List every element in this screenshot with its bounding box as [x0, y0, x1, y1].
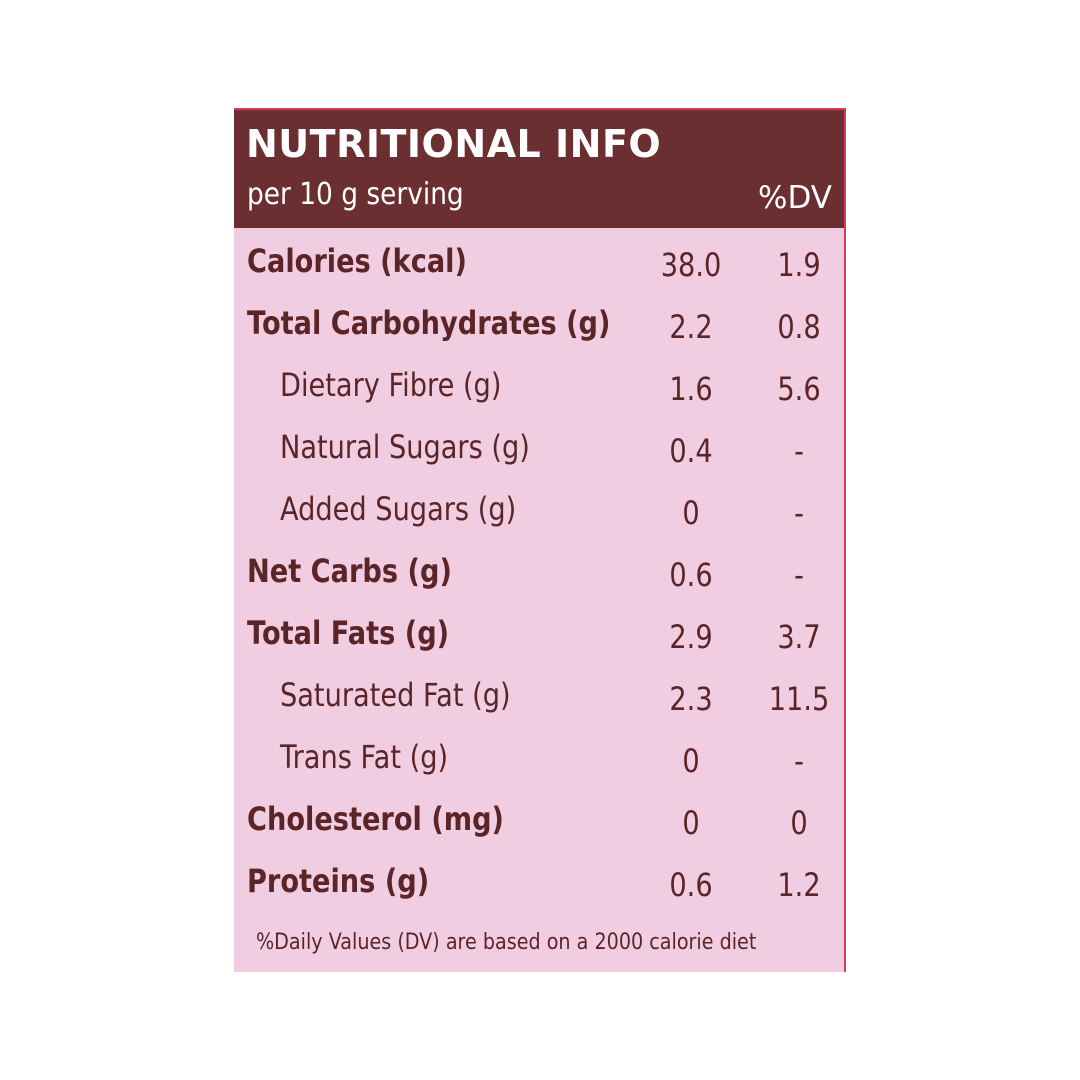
- nutrient-name: Cholesterol (mg): [247, 800, 504, 838]
- nutrient-dv: 0.8: [777, 308, 821, 346]
- nutrient-row: Proteins (g) 0.6 1.2: [234, 862, 844, 924]
- nutrient-amount: 0: [682, 742, 700, 780]
- nutrient-dv: 1.2: [777, 866, 821, 904]
- nutrient-amount: 1.6: [669, 370, 713, 408]
- nutrition-label: NUTRITIONAL INFO per 10 g serving %DV Ca…: [234, 108, 846, 972]
- nutrient-amount: 2.9: [669, 618, 713, 656]
- nutrient-dv: 5.6: [777, 370, 821, 408]
- nutrient-name: Net Carbs (g): [247, 552, 452, 590]
- nutrient-rows: Calories (kcal) 38.0 1.9 Total Carbohydr…: [234, 242, 844, 924]
- nutrient-dv: 1.9: [777, 246, 821, 284]
- nutrient-name: Proteins (g): [247, 862, 430, 900]
- nutrient-dv: -: [794, 432, 804, 470]
- nutrition-title: NUTRITIONAL INFO: [246, 122, 662, 166]
- nutrient-row: Trans Fat (g) 0 -: [234, 738, 844, 800]
- nutrient-row: Saturated Fat (g) 2.3 11.5: [234, 676, 844, 738]
- nutrient-name: Added Sugars (g): [280, 490, 517, 528]
- nutrient-amount: 0.4: [669, 432, 713, 470]
- nutrient-row: Dietary Fibre (g) 1.6 5.6: [234, 366, 844, 428]
- serving-size: per 10 g serving: [247, 177, 464, 212]
- nutrient-name: Trans Fat (g): [280, 738, 449, 776]
- nutrient-dv: 3.7: [777, 618, 821, 656]
- nutrient-amount: 0: [682, 804, 700, 842]
- nutrient-name: Total Fats (g): [247, 614, 450, 652]
- nutrient-row: Cholesterol (mg) 0 0: [234, 800, 844, 862]
- nutrient-name: Natural Sugars (g): [280, 428, 530, 466]
- nutrient-dv: 0: [790, 804, 808, 842]
- nutrient-name: Dietary Fibre (g): [280, 366, 502, 404]
- nutrient-row: Natural Sugars (g) 0.4 -: [234, 428, 844, 490]
- nutrient-amount: 0: [682, 494, 700, 532]
- nutrient-dv: 11.5: [768, 680, 830, 718]
- nutrient-amount: 2.3: [669, 680, 713, 718]
- nutrition-header: NUTRITIONAL INFO per 10 g serving %DV: [234, 110, 844, 228]
- nutrient-amount: 0.6: [669, 556, 713, 594]
- dv-footnote: %Daily Values (DV) are based on a 2000 c…: [256, 930, 757, 955]
- nutrient-name: Total Carbohydrates (g): [247, 304, 611, 342]
- nutrient-dv: -: [794, 494, 804, 532]
- dv-column-header: %DV: [758, 180, 832, 216]
- nutrient-amount: 0.6: [669, 866, 713, 904]
- nutrient-row: Total Carbohydrates (g) 2.2 0.8: [234, 304, 844, 366]
- nutrient-name: Saturated Fat (g): [280, 676, 511, 714]
- nutrient-row: Net Carbs (g) 0.6 -: [234, 552, 844, 614]
- nutrient-name: Calories (kcal): [247, 242, 467, 280]
- nutrient-row: Added Sugars (g) 0 -: [234, 490, 844, 552]
- nutrient-dv: -: [794, 556, 804, 594]
- nutrient-amount: 38.0: [660, 246, 722, 284]
- nutrient-row: Total Fats (g) 2.9 3.7: [234, 614, 844, 676]
- nutrient-amount: 2.2: [669, 308, 713, 346]
- nutrient-row: Calories (kcal) 38.0 1.9: [234, 242, 844, 304]
- nutrient-dv: -: [794, 742, 804, 780]
